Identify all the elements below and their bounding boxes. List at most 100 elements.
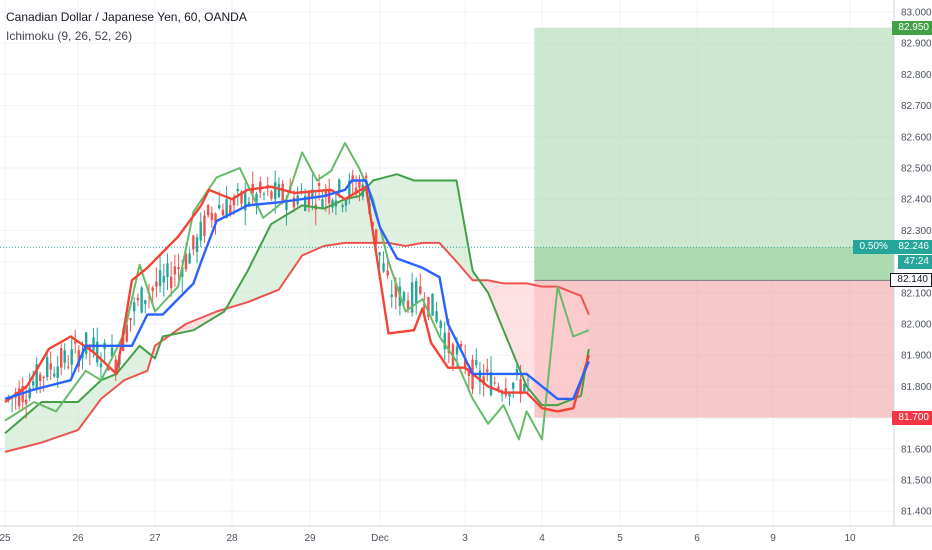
bullish-cloud bbox=[225, 174, 479, 309]
ichimoku-lines bbox=[4, 142, 590, 453]
candle-down bbox=[307, 191, 311, 208]
bearish-cloud bbox=[170, 308, 226, 335]
candle-up bbox=[348, 180, 351, 197]
candle-down bbox=[74, 341, 77, 344]
candle-up bbox=[244, 191, 247, 211]
candle-up bbox=[166, 263, 169, 278]
current-percent: 0.50% bbox=[859, 241, 888, 253]
candle-up bbox=[56, 366, 59, 378]
position-zones bbox=[534, 27, 894, 418]
candle-down bbox=[386, 270, 389, 276]
candle-down bbox=[184, 253, 188, 270]
candle-up bbox=[338, 179, 341, 193]
bearish-cloud bbox=[478, 279, 589, 406]
candle-up bbox=[218, 205, 221, 209]
candle-down bbox=[427, 296, 430, 318]
candle-down bbox=[292, 197, 296, 208]
candle-up bbox=[443, 332, 446, 350]
candle-down bbox=[173, 266, 177, 275]
candle-down bbox=[486, 369, 489, 373]
senkou-span-a-line bbox=[4, 173, 590, 434]
time-tick-label: 26 bbox=[72, 533, 84, 544]
candle-down bbox=[358, 181, 361, 188]
time-tick-label: 25 bbox=[0, 533, 11, 544]
candle-down bbox=[497, 386, 500, 391]
candle-up bbox=[410, 282, 414, 313]
candle-up bbox=[225, 199, 228, 219]
candle-up bbox=[199, 221, 202, 241]
candle-up bbox=[236, 189, 239, 191]
candle-up bbox=[435, 311, 438, 322]
candle-up bbox=[53, 373, 56, 377]
time-tick-label: 10 bbox=[844, 533, 856, 544]
price-tick-label: 82.000 bbox=[901, 320, 932, 331]
candle-up bbox=[140, 287, 143, 313]
candle-down bbox=[77, 350, 80, 367]
price-tick-label: 81.400 bbox=[901, 507, 932, 518]
time-tick-label: 4 bbox=[539, 533, 545, 544]
stop-zone bbox=[534, 280, 894, 418]
candle-up bbox=[70, 349, 73, 365]
price-tick-label: 82.400 bbox=[901, 195, 932, 206]
candle-up bbox=[133, 302, 136, 312]
candle-down bbox=[459, 344, 463, 347]
tenkan-sen-line bbox=[4, 179, 590, 401]
candle-down bbox=[493, 382, 496, 384]
candle-up bbox=[478, 370, 482, 382]
profit-fill bbox=[534, 247, 894, 281]
candle-down bbox=[88, 345, 92, 350]
candle-down bbox=[519, 379, 522, 395]
bullish-cloud bbox=[5, 345, 152, 452]
candle-down bbox=[67, 366, 70, 368]
candle-up bbox=[63, 350, 66, 363]
candle-up bbox=[35, 364, 38, 390]
candle-up bbox=[110, 347, 114, 357]
indicator-legend[interactable]: Ichimoku (9, 26, 52, 26) bbox=[6, 29, 133, 43]
candle-up bbox=[285, 200, 288, 211]
candle-down bbox=[232, 197, 236, 206]
entry-price-tag: 82.140 bbox=[890, 273, 932, 288]
candle-down bbox=[270, 191, 273, 199]
candle-down bbox=[114, 359, 117, 374]
candle-up bbox=[84, 332, 88, 354]
price-tick-label: 81.900 bbox=[901, 351, 932, 362]
price-tick-label: 82.100 bbox=[901, 288, 932, 299]
candle-down bbox=[221, 209, 225, 216]
candle-down bbox=[281, 183, 284, 201]
candle-down bbox=[354, 187, 358, 195]
candle-up bbox=[195, 237, 199, 253]
candle-up bbox=[515, 369, 519, 373]
candle-up bbox=[158, 270, 162, 287]
price-tick-label: 82.800 bbox=[901, 70, 932, 81]
candle-down bbox=[49, 363, 52, 370]
candle-down bbox=[317, 182, 321, 187]
candle-down bbox=[240, 191, 243, 204]
candle-down bbox=[327, 189, 331, 204]
candle-down bbox=[129, 317, 132, 320]
candle-down bbox=[192, 235, 195, 250]
price-tick-label: 81.800 bbox=[901, 382, 932, 393]
candle-down bbox=[169, 276, 173, 289]
candle-down bbox=[42, 377, 45, 379]
time-tick-label: 9 bbox=[770, 533, 776, 544]
price-tick-label: 82.600 bbox=[901, 132, 932, 143]
time-tick-label: 5 bbox=[617, 533, 623, 544]
candle-down bbox=[136, 297, 140, 301]
candle-down bbox=[107, 366, 110, 371]
symbol-title[interactable]: Canadian Dollar / Japanese Yen, 60, OAND… bbox=[6, 10, 247, 24]
target-zone bbox=[534, 27, 894, 281]
candle-down bbox=[423, 303, 426, 308]
bar-countdown-tag: 47:24 bbox=[897, 255, 932, 270]
candle-up bbox=[303, 195, 307, 212]
candle-up bbox=[45, 356, 49, 378]
candle-up bbox=[162, 276, 165, 283]
candle-up bbox=[255, 193, 258, 204]
candle-down bbox=[38, 374, 42, 382]
candle-down bbox=[482, 376, 485, 385]
time-tick-label: 29 bbox=[304, 533, 316, 544]
candle-down bbox=[351, 175, 354, 183]
candle-up bbox=[475, 360, 478, 366]
candle-up bbox=[341, 205, 344, 208]
candle-up bbox=[500, 393, 504, 395]
